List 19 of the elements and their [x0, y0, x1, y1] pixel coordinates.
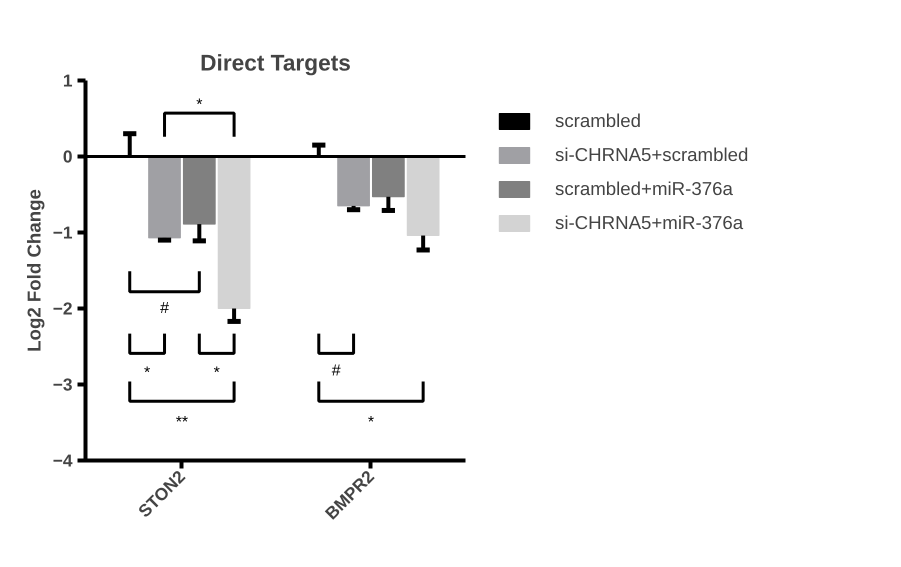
y-axis-title: Log2 Fold Change — [24, 189, 45, 352]
y-tick-label: −1 — [52, 222, 73, 242]
legend-label: si-CHRNA5+scrambled — [555, 144, 748, 166]
annotation: * — [368, 414, 374, 431]
legend-label: si-CHRNA5+miR-376a — [555, 212, 744, 234]
annotation: ** — [176, 414, 188, 431]
annotation: * — [196, 96, 202, 114]
annotation: * — [144, 364, 150, 382]
annotation: # — [332, 362, 341, 380]
y-tick-label: 0 — [62, 146, 73, 166]
y-tick-label: −3 — [52, 374, 73, 394]
y-tick-label: −2 — [52, 298, 73, 318]
legend-label: scrambled+miR-376a — [555, 178, 733, 200]
chart-title: Direct Targets — [200, 50, 351, 76]
y-tick-label: −4 — [52, 450, 73, 470]
y-tick-label: 1 — [62, 70, 73, 90]
annotation: # — [160, 300, 170, 317]
annotation: * — [214, 364, 220, 382]
legend-label: scrambled — [555, 110, 642, 132]
